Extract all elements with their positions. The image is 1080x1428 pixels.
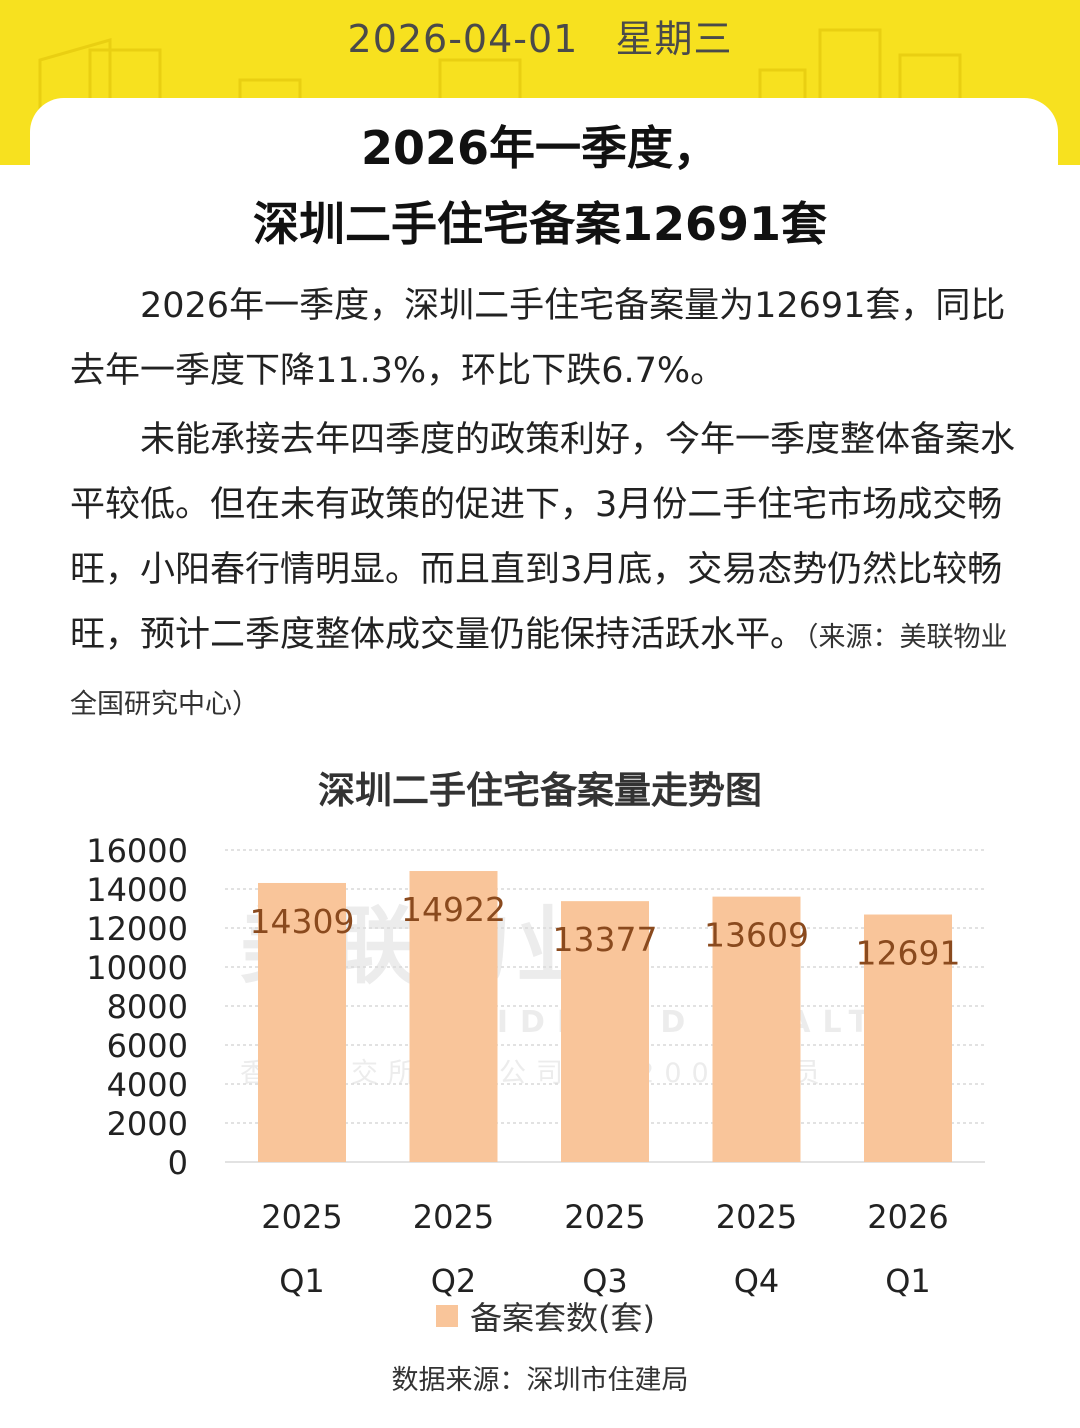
x-tick-label-year: 2025 — [261, 1198, 342, 1236]
content-card — [30, 98, 1058, 1428]
x-tick-label-year: 2025 — [564, 1198, 645, 1236]
x-tick-label-year: 2026 — [867, 1198, 948, 1236]
bar-data-label: 14309 — [250, 902, 355, 941]
x-tick-label-year: 2025 — [716, 1198, 797, 1236]
data-source: 数据来源：深圳市住建局 — [391, 1365, 689, 1396]
bar — [561, 901, 649, 1162]
y-tick-label: 0 — [168, 1144, 188, 1182]
paragraph-2-text: 未能承接去年四季度的政策利好，今年一季度整体备案水平较低。但在未有政策的促进下，… — [70, 420, 1016, 655]
bar-data-label: 14922 — [401, 890, 506, 929]
y-tick-label: 2000 — [107, 1105, 188, 1143]
bar — [712, 896, 801, 1162]
y-tick-label: 12000 — [86, 910, 188, 948]
bar-data-label: 13609 — [704, 916, 809, 955]
bar-data-label: 13377 — [553, 920, 658, 959]
article-title-line2: 深圳二手住宅备案12691套 — [252, 197, 828, 251]
legend-swatch — [436, 1305, 458, 1327]
x-tick-label-quarter: Q3 — [582, 1262, 628, 1300]
y-tick-label: 6000 — [107, 1027, 188, 1065]
y-tick-label: 14000 — [86, 871, 188, 909]
date-text: 2026-04-01 — [347, 17, 579, 61]
date-line: 2026-04-01 星期三 — [0, 8, 1080, 63]
paragraph-2-source: （来源：美联物业全国研究中心） — [70, 622, 1008, 720]
paragraph-1: 2026年一季度，深圳二手住宅备案量为12691套，同比去年一季度下降11.3%… — [70, 274, 1030, 404]
y-tick-label: 16000 — [86, 832, 188, 870]
y-tick-label: 10000 — [86, 949, 188, 987]
x-tick-label-quarter: Q1 — [279, 1262, 325, 1300]
watermark-english: MIDLAND REALTY — [455, 1005, 915, 1040]
x-tick-label-quarter: Q2 — [431, 1262, 477, 1300]
y-tick-label: 4000 — [107, 1066, 188, 1104]
y-tick-label: 8000 — [107, 988, 188, 1026]
paragraph-1-text: 2026年一季度，深圳二手住宅备案量为12691套，同比去年一季度下降11.3%… — [70, 286, 1006, 391]
legend-label: 备案套数(套) — [470, 1299, 655, 1337]
bar — [258, 882, 346, 1162]
bar-data-label: 12691 — [856, 934, 961, 973]
chart-legend: 备案套数(套) — [436, 1296, 655, 1337]
paragraph-2: 未能承接去年四季度的政策利好，今年一季度整体备案水平较低。但在未有政策的促进下，… — [70, 408, 1030, 737]
city-skyline-decoration — [38, 28, 962, 120]
x-tick-label-quarter: Q1 — [885, 1262, 931, 1300]
weekday-text: 星期三 — [615, 17, 733, 61]
bar — [409, 871, 498, 1162]
x-tick-label-quarter: Q4 — [734, 1262, 780, 1300]
bar — [864, 914, 952, 1162]
chart-title: 深圳二手住宅备案量走势图 — [318, 769, 762, 812]
x-tick-label-year: 2025 — [413, 1198, 494, 1236]
article-title-line1: 2026年一季度， — [360, 121, 720, 175]
bar-chart: 美联物业MIDLAND REALTY香港联交所上市公司（1200）成员02000… — [86, 832, 985, 1300]
